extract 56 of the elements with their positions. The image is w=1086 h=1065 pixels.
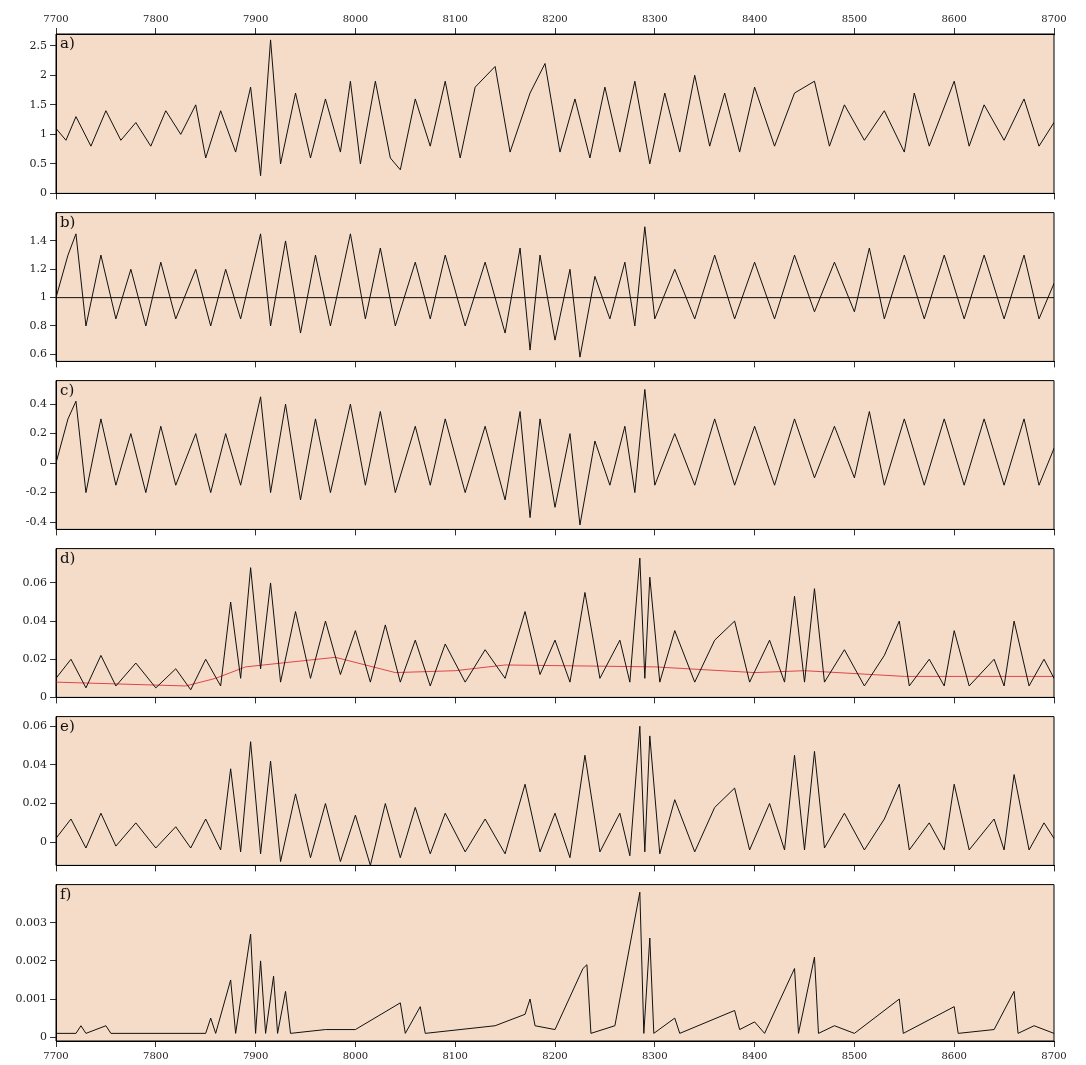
annotation: d) [60, 548, 76, 567]
y-tick-label: 0 [40, 835, 47, 849]
x-tick-label: 8300 [642, 1049, 668, 1061]
x2-tick-label: 8400 [741, 12, 768, 24]
y-tick-label: 1 [40, 127, 47, 141]
annotation: a) [60, 34, 75, 53]
y-tick-label: 2 [40, 68, 47, 82]
y-tick-label: 0.04 [22, 613, 47, 627]
x-tick-label: 8200 [542, 1049, 568, 1061]
y-tick-label: 2.5 [29, 38, 47, 52]
x-tick-label: 8100 [442, 1049, 468, 1061]
y-tick-label: 1.2 [29, 262, 47, 276]
x-tick-label: 8600 [941, 1049, 967, 1061]
y-tick-label: 0.2 [29, 426, 47, 440]
x2-tick-label: 7900 [242, 12, 269, 24]
y-tick-label: 0 [40, 455, 47, 469]
x2-tick-label: 8200 [542, 12, 568, 24]
y-tick-label: 0 [40, 690, 47, 704]
y-tick-label: 0.04 [22, 757, 47, 771]
x2-tick-label: 8500 [841, 12, 868, 24]
x-tick-label: 8700 [1041, 1049, 1067, 1061]
y-tick-label: 0.02 [22, 652, 47, 666]
x2-tick-label: 8000 [342, 12, 369, 24]
y-tick-label: 1.4 [29, 233, 47, 247]
annotation: c) [60, 380, 75, 399]
y-tick-label: 0.06 [22, 575, 47, 589]
y-tick-label: 0.003 [15, 915, 47, 929]
y-tick-label: 0.02 [22, 796, 47, 810]
annotation: b) [60, 212, 76, 231]
y-tick-label: -0.4 [25, 514, 47, 528]
x-tick-label: 7700 [43, 1049, 69, 1061]
y-tick-label: 0.4 [29, 397, 47, 411]
x2-tick-label: 7700 [43, 12, 69, 24]
y-tick-label: -0.2 [25, 485, 47, 499]
y-tick-label: 0.06 [22, 719, 47, 733]
x2-tick-label: 8300 [642, 12, 668, 24]
x2-tick-label: 8100 [442, 12, 468, 24]
y-tick-label: 0 [40, 1030, 47, 1044]
y-tick-label: 1.5 [29, 97, 47, 111]
x-tick-label: 7800 [143, 1049, 169, 1061]
y-tick-label: 0.001 [15, 991, 47, 1005]
y-tick-label: 1 [40, 290, 47, 304]
y-tick-label: 0.5 [29, 156, 47, 170]
x-tick-label: 7900 [242, 1049, 269, 1061]
x2-tick-label: 8700 [1041, 12, 1067, 24]
x2-tick-label: 7800 [143, 12, 169, 24]
x-tick-label: 8400 [741, 1049, 768, 1061]
annotation: f) [60, 884, 72, 903]
y-tick-label: 0.6 [29, 347, 47, 361]
x-tick-label: 8500 [841, 1049, 868, 1061]
annotation: e) [60, 716, 75, 735]
x2-tick-label: 8600 [941, 12, 967, 24]
y-tick-label: 0 [40, 186, 47, 200]
x-tick-label: 8000 [342, 1049, 369, 1061]
y-tick-label: 0.8 [29, 318, 47, 332]
y-tick-label: 0.002 [15, 953, 47, 967]
